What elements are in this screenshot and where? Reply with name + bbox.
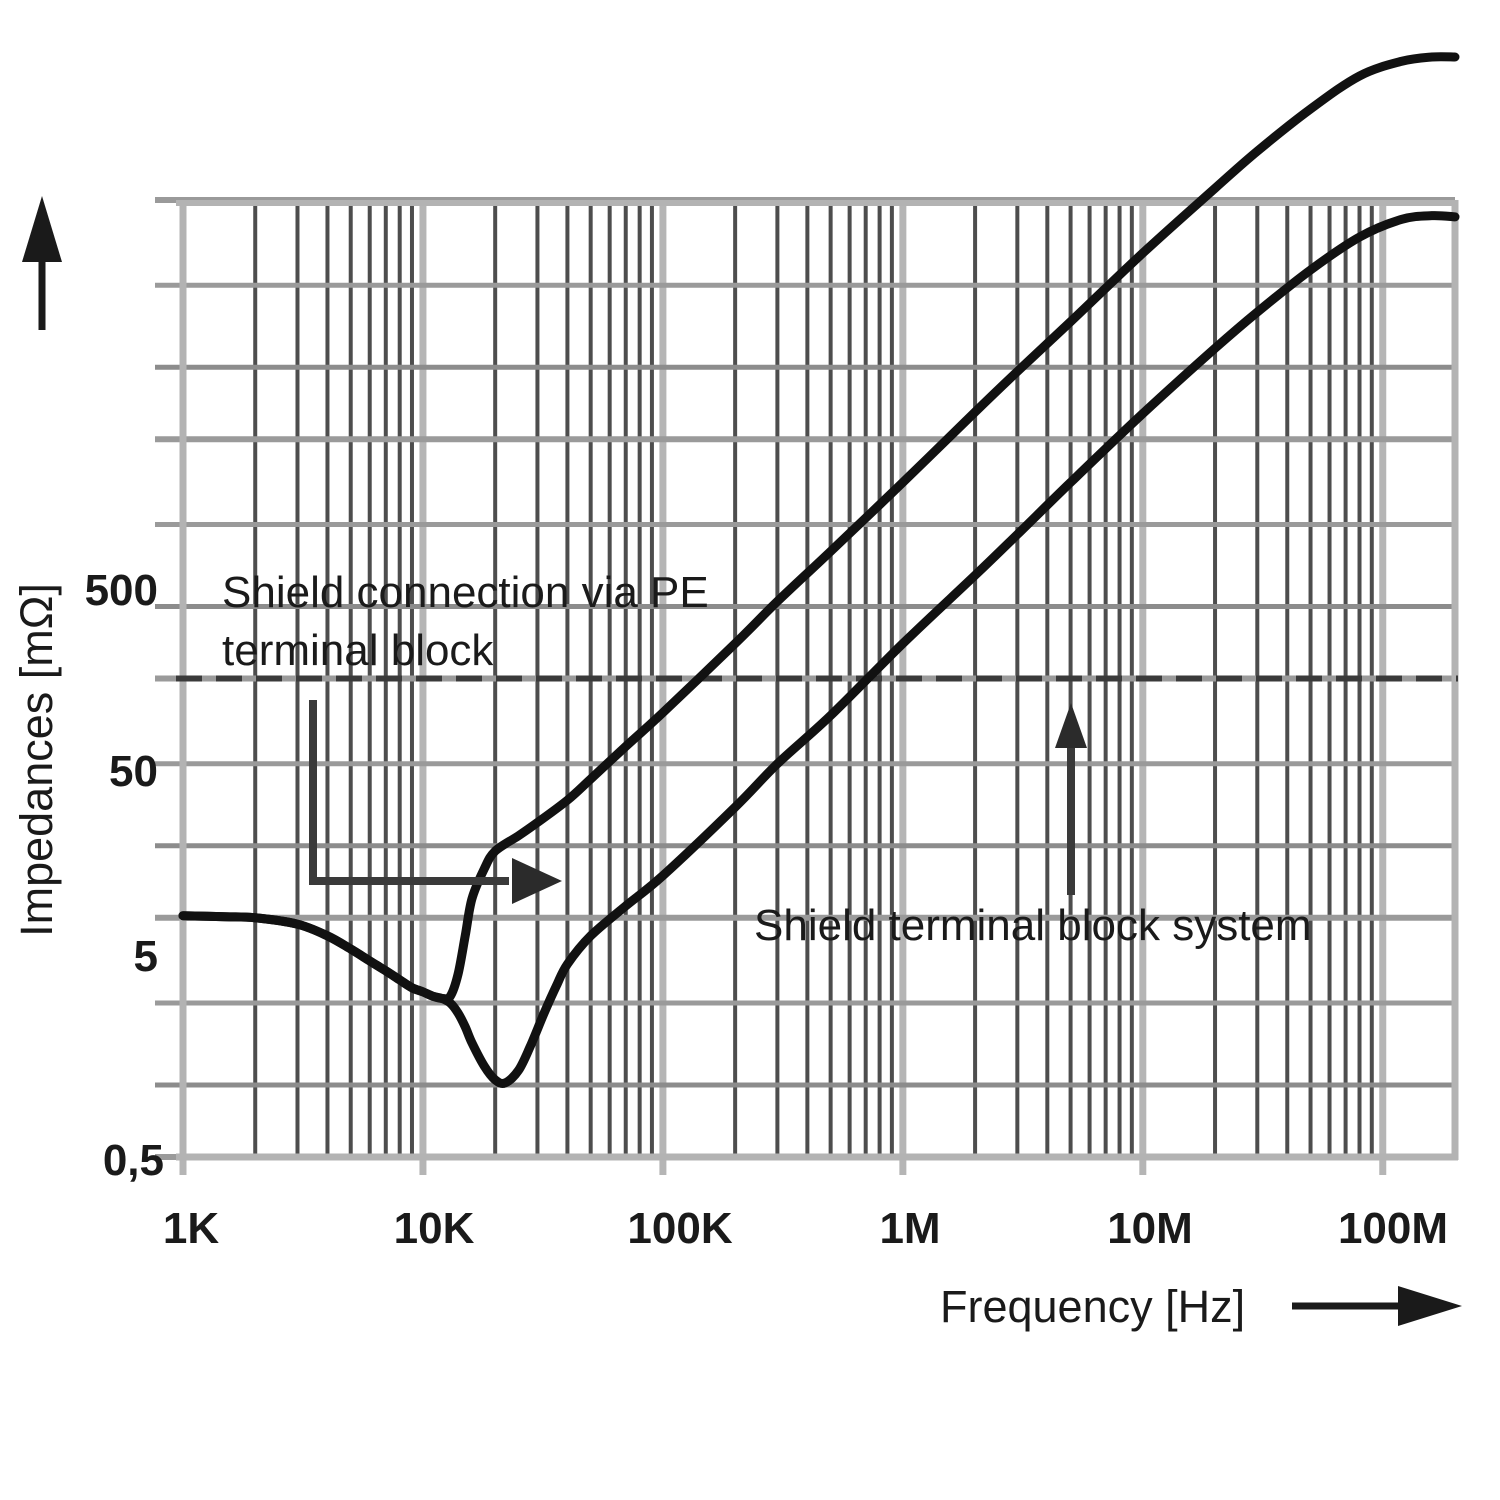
- y-tick-label-50: 50: [109, 747, 158, 796]
- y-tick-label-500: 500: [85, 566, 158, 615]
- curve-series-1: [178, 211, 1460, 1088]
- annotation-shield-system: Shield terminal block system: [754, 901, 1312, 950]
- annotation-pe-leader-icon: [309, 700, 562, 904]
- x-tick-label-10k: 10K: [394, 1204, 475, 1253]
- annotation-shield-leader-icon: [1055, 703, 1087, 895]
- x-tick-label-10m: 10M: [1107, 1204, 1193, 1253]
- x-tick-label-100m: 100M: [1338, 1204, 1448, 1253]
- x-tick-label-1m: 1M: [879, 1204, 940, 1253]
- chart-gridlines: [155, 197, 1457, 1175]
- annotation-pe-line1: Shield connection via PE: [222, 568, 709, 617]
- x-tick-label-1k: 1K: [163, 1204, 219, 1253]
- y-axis-title: Impedances [mΩ]: [11, 583, 62, 937]
- x-tick-label-100k: 100K: [627, 1204, 732, 1253]
- x-axis-title: Frequency [Hz]: [940, 1281, 1245, 1332]
- y-axis-arrow-icon: [22, 196, 62, 330]
- x-axis-arrow-icon: [1292, 1286, 1462, 1326]
- annotation-pe-line2: terminal block: [222, 626, 494, 675]
- y-tick-label-5: 5: [134, 932, 158, 981]
- y-tick-label-05: 0,5: [103, 1136, 164, 1185]
- chart-curves: [178, 52, 1460, 1088]
